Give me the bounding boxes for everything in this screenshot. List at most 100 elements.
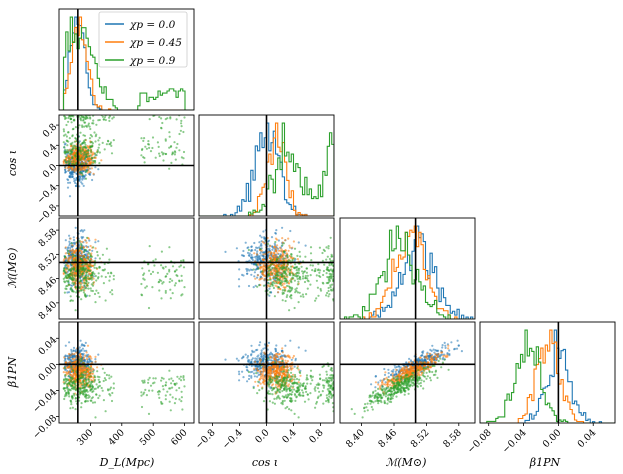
sample-point — [322, 282, 325, 285]
sample-point — [66, 144, 69, 147]
sample-point — [248, 252, 251, 255]
sample-point — [258, 278, 261, 281]
sample-point — [156, 390, 159, 394]
sample-point — [85, 150, 88, 153]
sample-point — [287, 237, 290, 240]
sample-point — [166, 390, 169, 393]
sample-point — [78, 124, 81, 127]
sample-point — [309, 246, 313, 249]
sample-point — [305, 267, 309, 270]
sample-point — [292, 373, 295, 376]
sample-point — [281, 275, 284, 278]
sample-point — [268, 272, 271, 275]
sample-point — [262, 253, 265, 256]
panel-frame — [58, 321, 195, 424]
sample-point — [281, 299, 284, 302]
sample-point — [171, 379, 175, 382]
sample-point — [102, 399, 105, 402]
panel-DL-cosi — [58, 114, 195, 217]
sample-point — [147, 143, 150, 146]
sample-point — [157, 393, 160, 396]
sample-point — [247, 284, 251, 288]
sample-point — [315, 274, 318, 277]
sample-point — [297, 301, 300, 304]
sample-point — [102, 379, 105, 383]
sample-point — [271, 266, 274, 269]
sample-point — [286, 262, 290, 266]
sample-point — [91, 396, 94, 399]
sample-point — [108, 275, 111, 278]
sample-point — [71, 135, 74, 138]
sample-point — [149, 272, 153, 276]
sample-point — [92, 368, 95, 371]
sample-point — [93, 401, 97, 404]
sample-point — [255, 253, 259, 256]
sample-point — [81, 124, 84, 127]
sample-point — [81, 240, 84, 243]
sample-point — [67, 249, 70, 253]
sample-point — [87, 277, 90, 280]
sample-point — [180, 274, 183, 277]
sample-point — [85, 379, 88, 382]
sample-point — [93, 156, 96, 159]
sample-point — [70, 286, 73, 290]
sample-point — [178, 279, 181, 282]
sample-point — [315, 297, 318, 300]
sample-point — [173, 150, 176, 153]
sample-point — [73, 394, 76, 397]
sample-point — [83, 344, 86, 347]
sample-point — [93, 131, 96, 134]
sample-point — [90, 283, 93, 286]
sample-point — [255, 257, 258, 260]
panel-cosi-mc — [198, 217, 335, 320]
panel-DL-beta — [58, 321, 195, 424]
sample-point — [180, 125, 183, 128]
sample-point — [95, 154, 98, 157]
sample-point — [65, 117, 68, 120]
sample-point — [81, 177, 84, 180]
sample-point — [140, 282, 143, 286]
sample-point — [109, 141, 113, 144]
sample-point — [178, 132, 181, 136]
sample-point — [83, 277, 86, 280]
sample-point — [64, 170, 67, 173]
sample-point — [169, 117, 172, 120]
sample-point — [277, 249, 280, 252]
sample-point — [331, 269, 334, 272]
sample-point — [63, 359, 66, 362]
sample-point — [256, 250, 259, 253]
sample-point — [290, 280, 293, 283]
sample-point — [68, 234, 71, 237]
sample-point — [63, 266, 66, 270]
sample-point — [65, 123, 68, 127]
sample-point — [273, 263, 276, 266]
sample-point — [151, 146, 154, 150]
sample-point — [92, 246, 95, 249]
sample-point — [88, 272, 91, 276]
sample-point — [330, 255, 333, 258]
sample-point — [74, 145, 77, 148]
sample-point — [67, 280, 70, 283]
sample-point — [322, 273, 325, 277]
sample-point — [247, 360, 250, 363]
sample-point — [309, 252, 313, 255]
sample-point — [94, 274, 97, 278]
sample-point — [72, 119, 75, 122]
sample-point — [74, 226, 77, 229]
sample-point — [101, 367, 104, 370]
sample-point — [283, 275, 286, 278]
sample-point — [148, 245, 151, 248]
sample-point — [262, 262, 265, 266]
sample-point — [62, 379, 66, 382]
sample-point — [82, 392, 85, 395]
hist-DL-series-2 — [59, 16, 194, 110]
sample-point — [318, 246, 321, 249]
sample-point — [181, 293, 184, 296]
sample-point — [105, 143, 108, 146]
sample-point — [152, 115, 155, 117]
sample-point — [66, 186, 70, 189]
sample-point — [86, 374, 89, 377]
sample-point — [70, 249, 74, 252]
sample-point — [288, 246, 292, 249]
sample-point — [169, 277, 172, 281]
